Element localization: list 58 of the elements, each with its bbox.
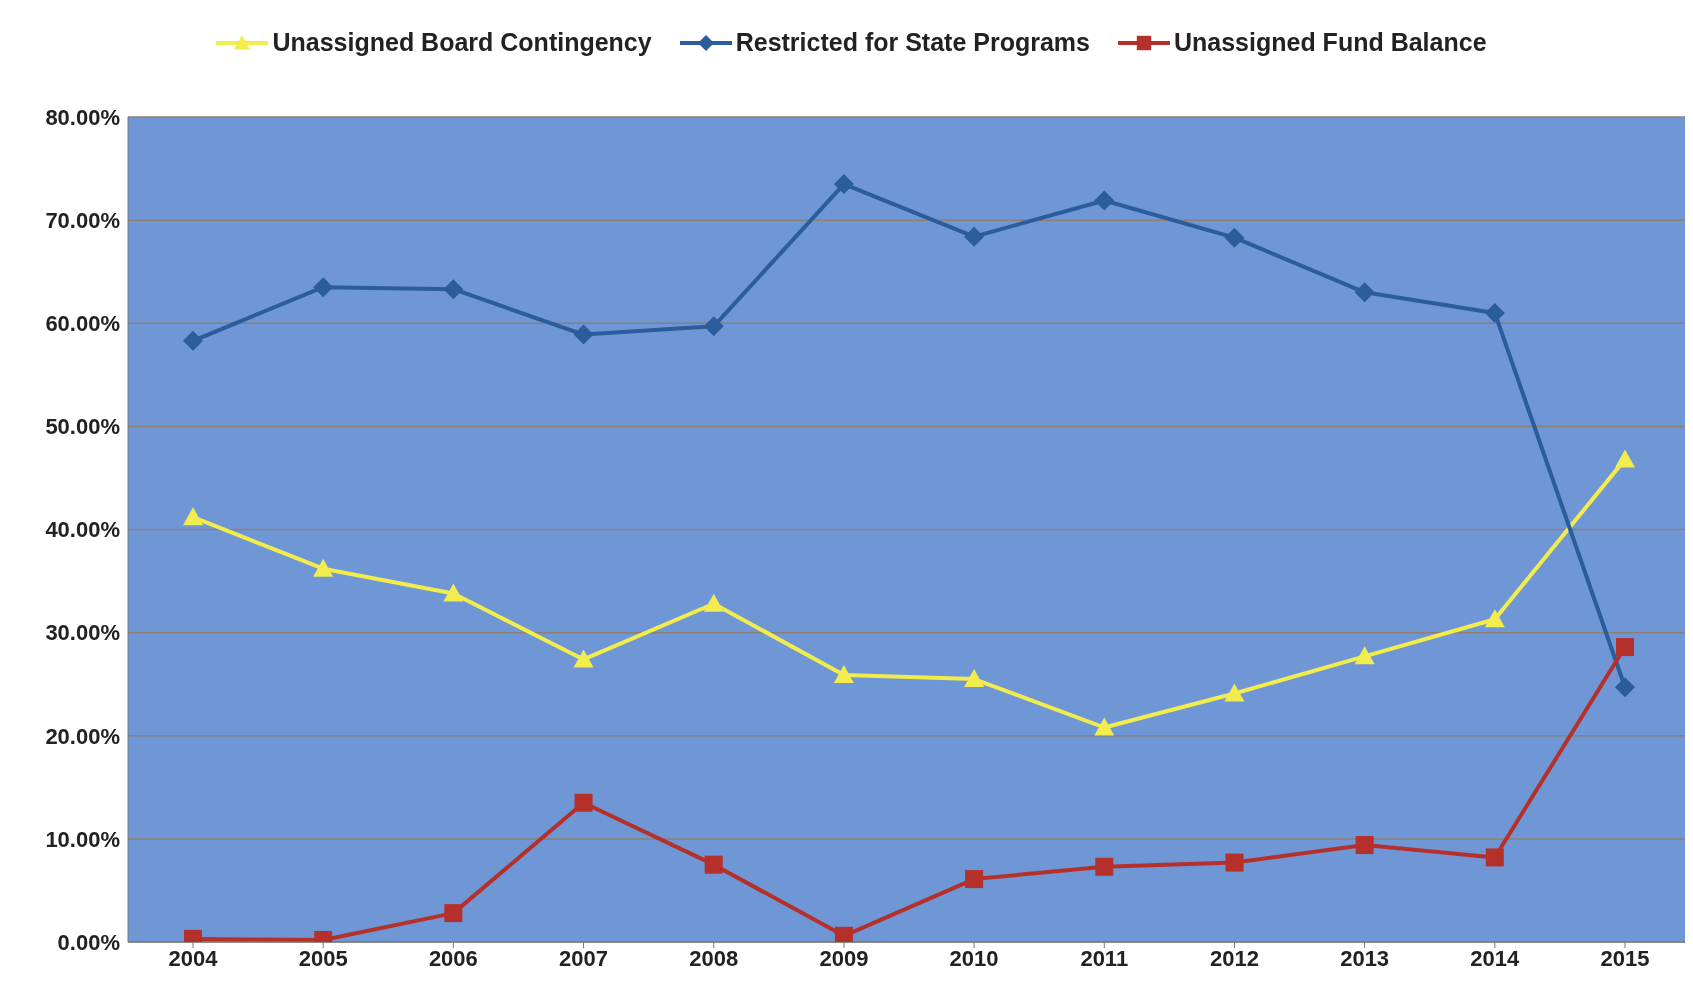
point xyxy=(313,277,334,298)
y-tick-label: 80.00% xyxy=(45,104,120,130)
x-tick-label: 2010 xyxy=(949,945,999,971)
point xyxy=(833,664,854,683)
x-tick-label: 2005 xyxy=(298,945,348,971)
point xyxy=(443,583,464,602)
point xyxy=(703,593,724,612)
legend-label: Unassigned Fund Balance xyxy=(1173,28,1487,57)
x-tick-label: 2015 xyxy=(1600,945,1650,971)
point xyxy=(444,904,463,923)
point xyxy=(965,870,984,889)
point xyxy=(1095,857,1114,876)
point xyxy=(704,855,723,874)
x-tick-label: 2014 xyxy=(1470,945,1521,971)
x-tick-label: 2006 xyxy=(428,945,478,971)
point xyxy=(1094,190,1115,211)
point xyxy=(1354,282,1375,303)
x-tick-label: 2012 xyxy=(1209,945,1259,971)
point xyxy=(964,226,985,247)
y-tick-label: 40.00% xyxy=(45,517,120,543)
point xyxy=(1094,717,1115,736)
point xyxy=(183,507,203,526)
legend-label: Restricted for State Programs xyxy=(735,28,1090,57)
point xyxy=(833,174,854,195)
point xyxy=(1224,227,1245,248)
point xyxy=(1485,848,1504,867)
point xyxy=(443,279,464,300)
x-tick-label: 2011 xyxy=(1080,945,1129,971)
point xyxy=(964,669,985,688)
y-tick-label: 0.00% xyxy=(57,929,120,955)
legend-label: Unassigned Board Contingency xyxy=(272,28,652,57)
point xyxy=(573,649,594,668)
point xyxy=(313,558,334,577)
point xyxy=(574,793,593,812)
y-tick-label: 60.00% xyxy=(45,311,120,337)
x-tick-label: 2008 xyxy=(689,945,739,971)
point xyxy=(834,926,853,942)
y-tick-label: 10.00% xyxy=(45,826,120,852)
x-tick-label: 2004 xyxy=(168,945,219,971)
point xyxy=(1616,638,1634,657)
point xyxy=(703,316,724,337)
x-tick-label: 2007 xyxy=(559,945,609,971)
y-tick-label: 70.00% xyxy=(45,207,120,233)
point xyxy=(1225,853,1244,872)
point xyxy=(1484,609,1505,628)
x-tick-label: 2013 xyxy=(1340,945,1390,971)
point xyxy=(1484,302,1505,323)
x-tick-label: 2009 xyxy=(819,945,869,971)
point xyxy=(1224,683,1245,702)
point xyxy=(1615,677,1635,698)
y-tick-label: 20.00% xyxy=(45,723,120,749)
point xyxy=(1615,449,1635,468)
point xyxy=(1355,836,1374,855)
point xyxy=(573,324,594,345)
y-tick-label: 30.00% xyxy=(45,620,120,646)
point xyxy=(1354,646,1375,665)
y-tick-label: 50.00% xyxy=(45,414,120,440)
point xyxy=(183,330,203,351)
